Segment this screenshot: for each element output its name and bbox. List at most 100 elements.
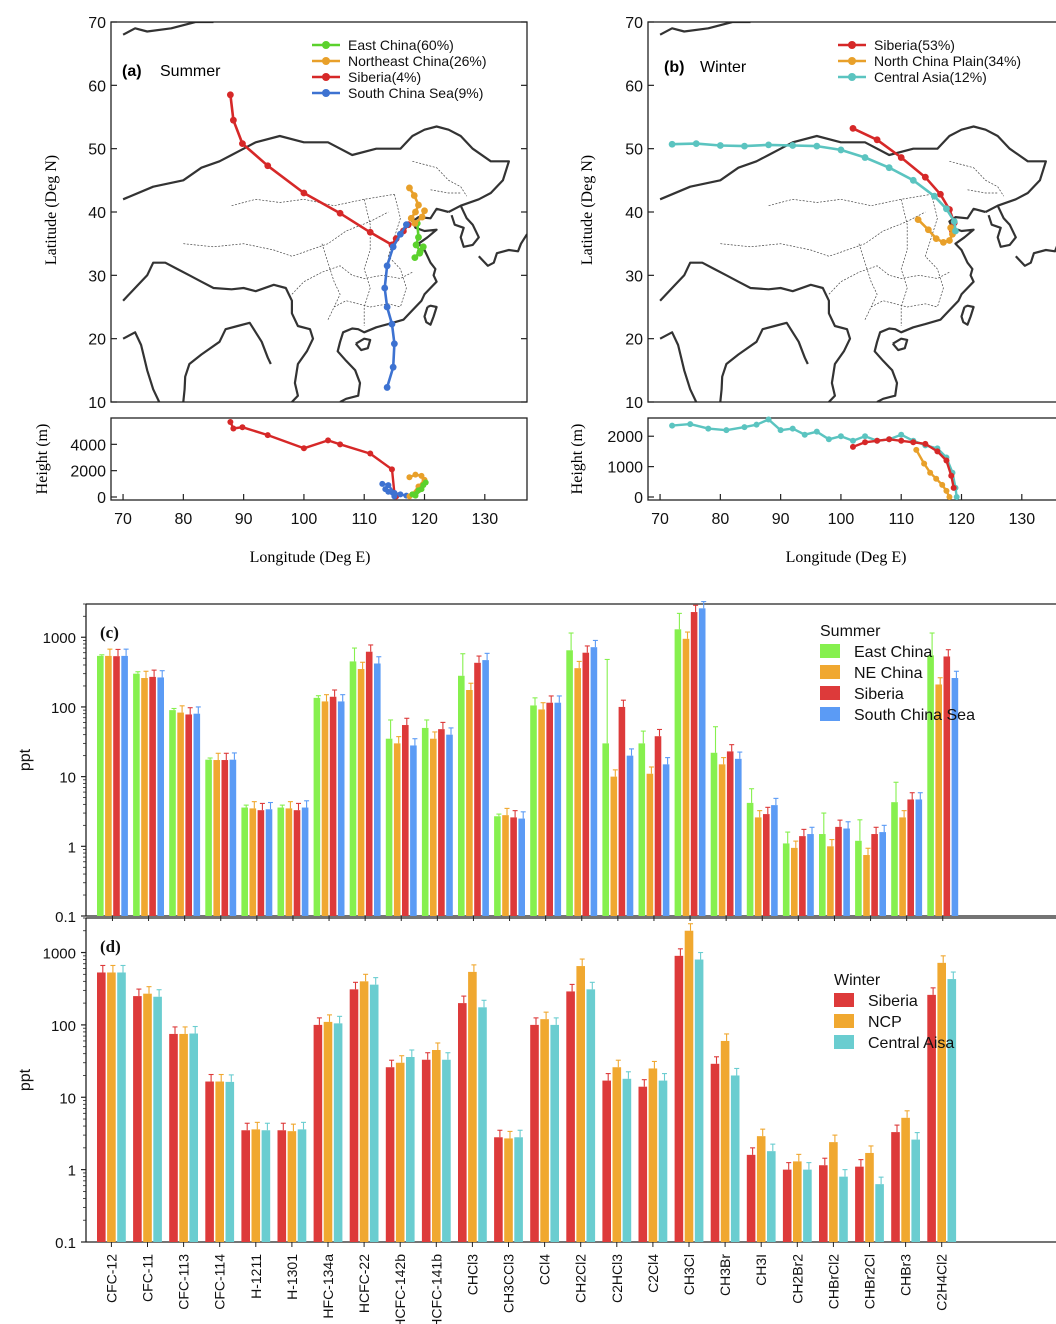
bar: [746, 1154, 756, 1242]
bar-legend-swatch: [820, 644, 840, 658]
height-point: [948, 472, 955, 479]
bar: [907, 799, 914, 916]
bar: [618, 706, 626, 916]
bar: [105, 655, 112, 916]
height-point: [379, 480, 386, 487]
height-point: [412, 492, 419, 499]
trajectory-point: [909, 176, 917, 184]
bar: [754, 817, 762, 916]
bar: [374, 663, 381, 916]
bar: [710, 1063, 720, 1242]
bar: [690, 612, 698, 916]
bar-legend-label: Siberia: [868, 993, 918, 1010]
bar-category-label: CH3I: [753, 1254, 769, 1286]
bar: [710, 752, 718, 916]
height-tick-label: 4000: [70, 437, 106, 454]
bar: [97, 655, 104, 916]
trajectory-point: [873, 136, 881, 144]
bar: [791, 847, 798, 916]
height-point: [765, 416, 772, 423]
lon-tick-label: 120: [948, 511, 975, 528]
winter-height-axis-label: Height (m): [569, 424, 586, 495]
trajectory-point: [410, 192, 418, 199]
bar-category-label: CHBr2Cl: [862, 1254, 878, 1309]
bar: [257, 810, 265, 916]
height-point: [933, 475, 940, 482]
bar-panel-letter: (d): [100, 937, 121, 956]
height-point: [705, 425, 712, 432]
bar: [566, 650, 573, 916]
bar-category-label: CH3Cl: [681, 1254, 697, 1295]
lat-tick-label: 10: [88, 395, 106, 412]
trajectory-point: [849, 124, 857, 132]
winter-height-frame: [647, 417, 1056, 501]
summer-lon-axis-label: Longitude (Deg E): [250, 549, 371, 566]
height-tick-label: 2000: [607, 429, 643, 446]
bar: [189, 1033, 198, 1242]
bar-category-label: CFC-12: [103, 1254, 119, 1303]
bar: [871, 834, 878, 916]
bar-category-label: H-1211: [248, 1254, 264, 1299]
bar: [782, 843, 790, 916]
province-border: [900, 199, 908, 326]
bar-category-label: CH3CCl3: [501, 1254, 517, 1313]
trajectory-line: [229, 94, 410, 247]
bar-category-label: C2H4Cl2: [934, 1254, 950, 1311]
bar: [911, 1139, 920, 1242]
height-point: [723, 427, 730, 434]
bar: [406, 1057, 415, 1242]
bar-category-label: C2HCl3: [609, 1254, 625, 1303]
bar: [674, 955, 684, 1242]
trajectory-point: [388, 320, 396, 328]
bar: [574, 668, 581, 916]
bar: [735, 758, 742, 916]
coastline: [719, 321, 809, 402]
bar: [149, 676, 156, 916]
height-point: [227, 418, 234, 425]
bar: [720, 1040, 730, 1242]
height-point: [418, 486, 425, 493]
bar-category-label: CHBr3: [898, 1254, 914, 1296]
bar: [478, 1007, 487, 1242]
bar: [935, 684, 942, 916]
bar-legend-title: Winter: [834, 972, 881, 989]
bar: [674, 629, 682, 916]
bar: [329, 696, 337, 916]
height-point: [239, 424, 246, 431]
height-point: [943, 487, 950, 494]
bar: [646, 773, 654, 916]
height-line: [229, 421, 398, 497]
height-point: [388, 466, 395, 473]
trajectory-point: [366, 228, 374, 236]
bar-legend-swatch: [820, 686, 840, 700]
trajectory-point: [412, 208, 419, 216]
trajectory-point: [389, 363, 397, 371]
summer-map-coastlines: [122, 22, 527, 402]
coastline: [182, 321, 272, 402]
bar: [756, 1136, 766, 1242]
bar: [943, 656, 951, 916]
legend-marker: [848, 73, 856, 81]
bar-y-tick-label: 0.1: [55, 1235, 76, 1252]
bar-category-label: CHCl3: [464, 1254, 480, 1295]
lat-tick-label: 10: [625, 395, 643, 412]
bar-legend-swatch: [820, 707, 840, 721]
lat-tick-label: 50: [88, 142, 106, 159]
height-point: [406, 474, 413, 481]
summer-panel-season: Summer: [160, 63, 221, 80]
trajectory-point: [930, 192, 938, 200]
height-point: [934, 448, 941, 455]
trajectory-point: [406, 184, 413, 192]
trajectory-point: [403, 221, 410, 229]
height-point: [801, 431, 808, 438]
bar: [576, 966, 585, 1242]
trajectory-point: [389, 243, 397, 251]
bar: [277, 807, 285, 916]
height-point: [412, 471, 419, 478]
height-point: [300, 445, 307, 452]
trajectory-point: [940, 239, 947, 246]
height-point: [687, 421, 694, 428]
height-point: [922, 440, 929, 447]
trajectory-point: [692, 140, 700, 148]
coastline: [450, 205, 480, 248]
